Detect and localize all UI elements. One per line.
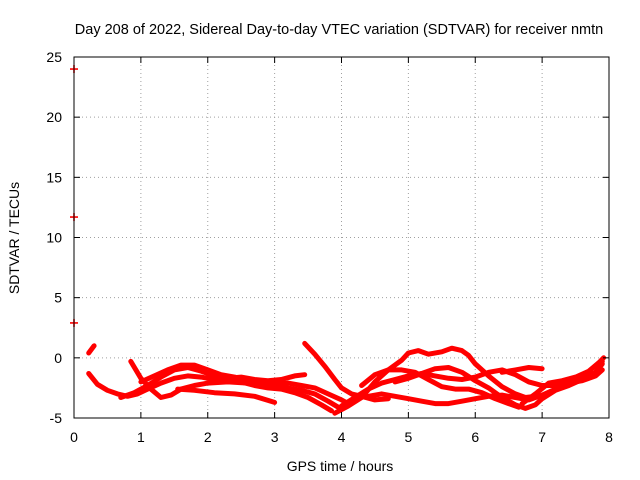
- x-tick-label: 2: [204, 429, 212, 445]
- x-tick-label: 0: [70, 429, 78, 445]
- y-tick-label: 15: [46, 169, 62, 185]
- x-axis-label: GPS time / hours: [287, 458, 394, 474]
- series-arc-2: [86, 371, 308, 399]
- series-arc-10: [359, 367, 522, 410]
- x-tick-label: 1: [137, 429, 145, 445]
- y-axis-label: SDTVAR / TECUs: [6, 182, 22, 294]
- tick-layer: [73, 56, 610, 419]
- x-tick-label: 3: [271, 429, 279, 445]
- y-tick-label: 20: [46, 109, 62, 125]
- series-arc-13: [499, 365, 545, 375]
- series-arc-8: [332, 345, 538, 416]
- y-tick-label: 5: [54, 290, 62, 306]
- series-arc-5: [138, 362, 351, 407]
- y-tick-labels: -5 0 5 10 15 20 25: [46, 49, 62, 426]
- series-layer: [86, 340, 607, 416]
- x-tick-label: 8: [605, 429, 613, 445]
- x-tick-labels: 0 1 2 3 4 5 6 7 8: [70, 429, 613, 445]
- y-tick-label: 0: [54, 350, 62, 366]
- series-arc-14: [519, 355, 607, 407]
- x-tick-label: 5: [404, 429, 412, 445]
- x-tick-label: 4: [338, 429, 346, 445]
- grid-layer: [74, 57, 609, 418]
- series-arc-12: [392, 361, 605, 411]
- x-tick-label: 7: [538, 429, 546, 445]
- series-arc-7: [302, 340, 391, 403]
- series-arc-4: [118, 365, 334, 414]
- y-tick-label: 10: [46, 230, 62, 246]
- y-tick-label: -5: [50, 410, 63, 426]
- series-arc-1: [86, 343, 97, 356]
- x-tick-label: 6: [471, 429, 479, 445]
- series-arc-6: [175, 386, 278, 405]
- chart-title: Day 208 of 2022, Sidereal Day-to-day VTE…: [75, 22, 603, 38]
- y-tick-label: 25: [46, 49, 62, 65]
